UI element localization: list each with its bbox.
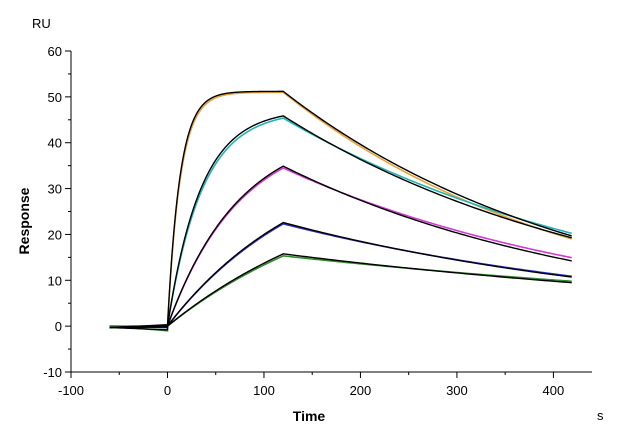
fit-curve xyxy=(109,115,572,329)
measured-curve xyxy=(109,91,572,327)
fit-curve xyxy=(109,253,572,331)
y-tick-label: 60 xyxy=(48,44,62,59)
measured-curve xyxy=(109,117,572,327)
y-tick-labels: -10 0 10 20 30 40 50 60 xyxy=(43,44,62,380)
fit-curve xyxy=(109,165,572,329)
x-unit-label: s xyxy=(597,408,604,423)
fit-curve xyxy=(109,90,572,329)
y-unit-label: RU xyxy=(32,16,51,31)
y-axis-title: Response xyxy=(16,187,32,254)
series-lines xyxy=(109,90,572,332)
y-tick-label: 40 xyxy=(48,136,62,151)
fit-curve xyxy=(109,221,572,329)
x-axis-title: Time xyxy=(293,408,326,424)
y-tick-label: 50 xyxy=(48,90,62,105)
x-tick-label: 200 xyxy=(350,383,372,398)
y-tick-label: 30 xyxy=(48,182,62,197)
x-tick-label: 400 xyxy=(543,383,565,398)
x-tick-labels: -100 0 100 200 300 400 xyxy=(58,383,564,398)
x-tick-label: -100 xyxy=(58,383,84,398)
x-tick-label: 0 xyxy=(164,383,171,398)
y-tick-label: 20 xyxy=(48,227,62,242)
y-tick-label: 0 xyxy=(55,319,62,334)
y-tick-label: 10 xyxy=(48,273,62,288)
x-tick-label: 100 xyxy=(253,383,275,398)
x-tick-label: 300 xyxy=(446,383,468,398)
y-tick-label: -10 xyxy=(43,365,62,380)
